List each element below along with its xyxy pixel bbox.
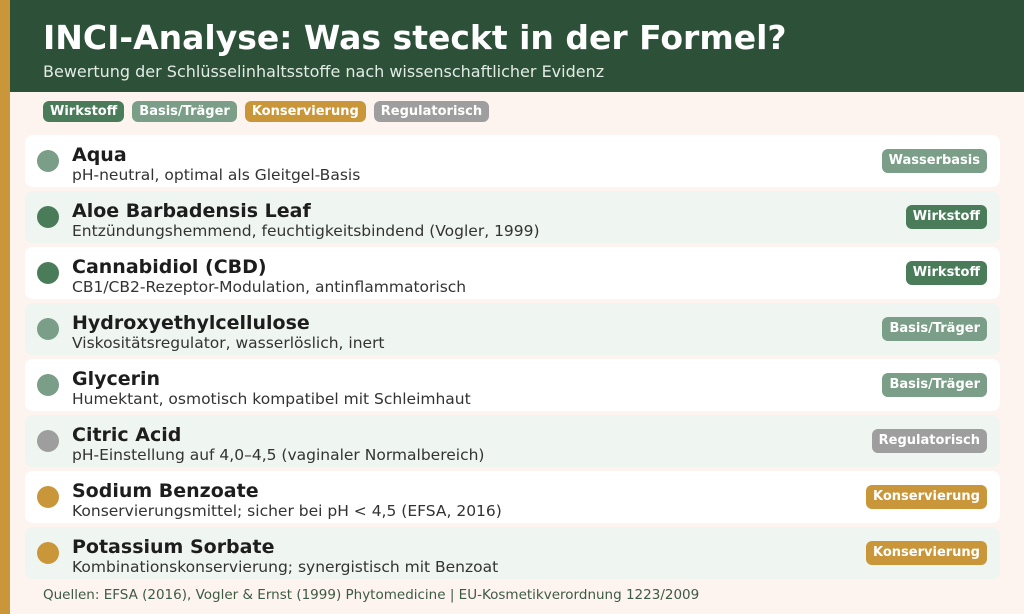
category-dot-icon — [37, 318, 59, 340]
ingredient-name: Aloe Barbadensis Leaf — [72, 200, 311, 222]
ingredient-description: pH-Einstellung auf 4,0–4,5 (vaginaler No… — [72, 446, 485, 464]
category-dot-icon — [37, 542, 59, 564]
category-dot-icon — [37, 486, 59, 508]
header: INCI-Analyse: Was steckt in der Formel? … — [10, 0, 1024, 92]
ingredient-description: Entzündungshemmend, feuchtigkeitsbindend… — [72, 222, 540, 240]
category-badge: Wirkstoff — [905, 205, 987, 229]
ingredient-name: Hydroxyethylcellulose — [72, 312, 310, 334]
ingredient-name: Cannabidiol (CBD) — [72, 256, 267, 278]
ingredient-row: Aloe Barbadensis Leaf Entzündungshemmend… — [25, 191, 1000, 243]
category-badge: Konservierung — [866, 541, 987, 565]
category-dot-icon — [37, 150, 59, 172]
ingredient-description: Kombinationskonservierung; synergistisch… — [72, 558, 499, 576]
category-dot-icon — [37, 374, 59, 396]
page-title: INCI-Analyse: Was steckt in der Formel? — [43, 18, 787, 57]
ingredient-row: Sodium Benzoate Konservierungsmittel; si… — [25, 471, 1000, 523]
category-badge: Wirkstoff — [905, 261, 987, 285]
legend-item-wirkstoff: Wirkstoff — [43, 101, 125, 122]
ingredient-row: Citric Acid pH-Einstellung auf 4,0–4,5 (… — [25, 415, 1000, 467]
ingredient-row: Hydroxyethylcellulose Viskositätsregulat… — [25, 303, 1000, 355]
category-dot-icon — [37, 262, 59, 284]
ingredient-description: CB1/CB2-Rezeptor-Modulation, antinflamma… — [72, 278, 467, 296]
ingredient-row: Aqua pH-neutral, optimal als Gleitgel-Ba… — [25, 135, 1000, 187]
ingredient-description: Viskositätsregulator, wasserlöslich, ine… — [72, 334, 385, 352]
ingredient-description: Humektant, osmotisch kompatibel mit Schl… — [72, 390, 471, 408]
ingredient-description: pH-neutral, optimal als Gleitgel-Basis — [72, 166, 361, 184]
ingredient-description: Konservierungsmittel; sicher bei pH < 4,… — [72, 502, 502, 520]
legend-item-konservierung: Konservierung — [244, 101, 366, 122]
ingredient-row: Potassium Sorbate Kombinationskonservier… — [25, 527, 1000, 579]
ingredient-name: Glycerin — [72, 368, 161, 390]
page-subtitle: Bewertung der Schlüsselinhaltsstoffe nac… — [43, 62, 605, 81]
ingredient-name: Aqua — [72, 144, 127, 166]
category-dot-icon — [37, 206, 59, 228]
ingredient-name: Potassium Sorbate — [72, 536, 275, 558]
category-badge: Regulatorisch — [871, 429, 987, 453]
category-badge: Wasserbasis — [881, 149, 987, 173]
ingredient-list: Aqua pH-neutral, optimal als Gleitgel-Ba… — [25, 135, 1000, 583]
legend-item-regulatorisch: Regulatorisch — [373, 101, 490, 122]
ingredient-row: Glycerin Humektant, osmotisch kompatibel… — [25, 359, 1000, 411]
ingredient-name: Sodium Benzoate — [72, 480, 259, 502]
category-badge: Konservierung — [866, 485, 987, 509]
category-dot-icon — [37, 430, 59, 452]
accent-bar — [0, 0, 10, 614]
category-badge: Basis/Träger — [882, 317, 987, 341]
legend-item-basis: Basis/Träger — [132, 101, 237, 122]
category-badge: Basis/Träger — [882, 373, 987, 397]
legend: Wirkstoff Basis/Träger Konservierung Regula… — [43, 101, 490, 122]
sources-footer: Quellen: EFSA (2016), Vogler & Ernst (19… — [43, 587, 700, 603]
ingredient-row: Cannabidiol (CBD) CB1/CB2-Rezeptor-Modul… — [25, 247, 1000, 299]
ingredient-name: Citric Acid — [72, 424, 182, 446]
